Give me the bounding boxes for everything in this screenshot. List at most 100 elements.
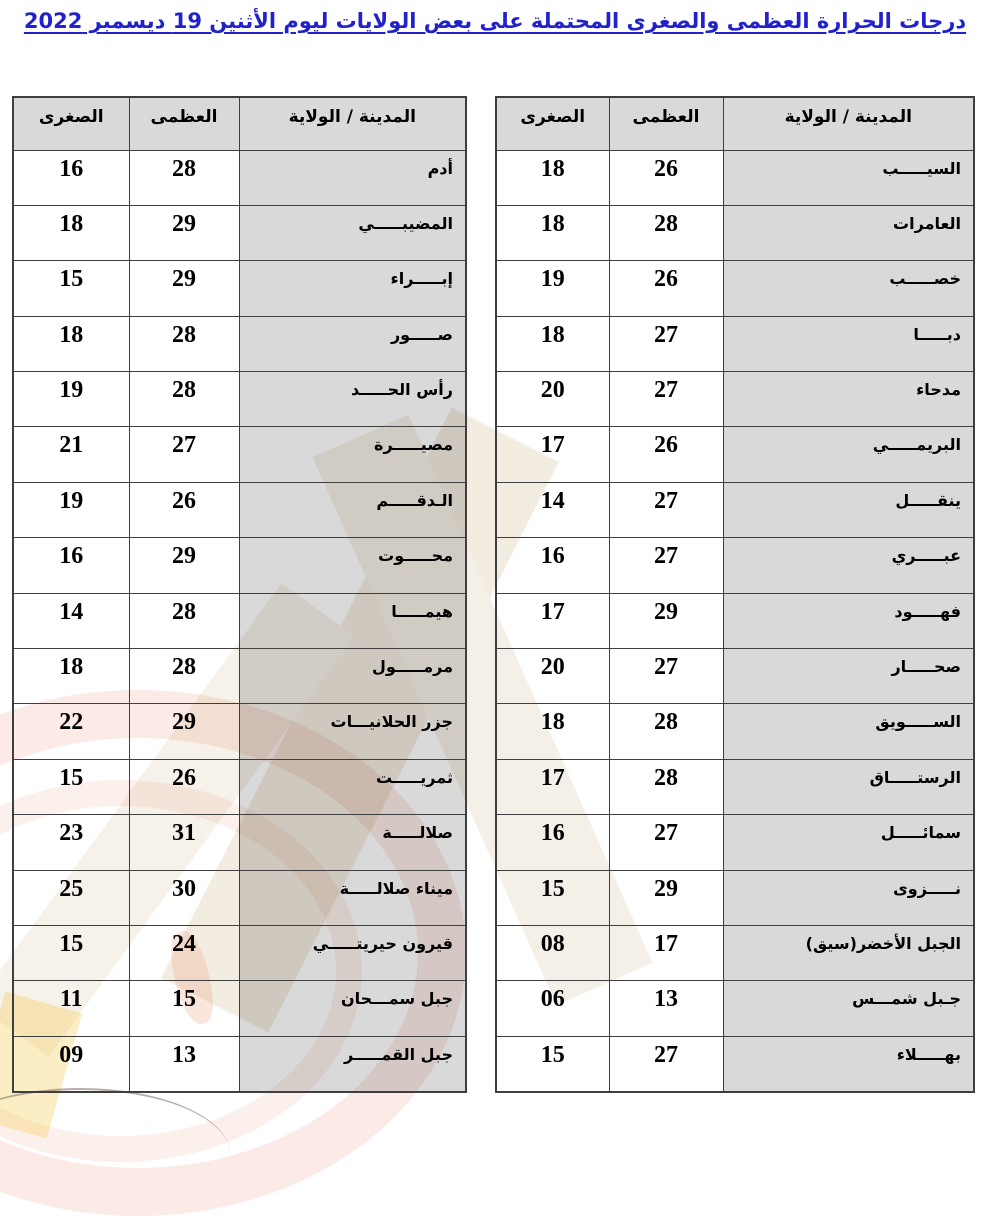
- max-column-header: العظمى: [608, 96, 724, 151]
- table-row: الرستـــــاق 28 17: [495, 758, 975, 816]
- city-cell: أدم: [238, 149, 467, 206]
- min-temp-cell: 18: [495, 149, 610, 206]
- max-temp-cell: 28: [128, 648, 240, 705]
- table-row: الـدقـــــم 26 19: [12, 481, 467, 539]
- max-temp-cell: 29: [608, 869, 724, 926]
- max-temp-cell: 17: [608, 924, 724, 982]
- min-temp-cell: 19: [12, 481, 130, 539]
- city-cell: صحـــــار: [722, 648, 975, 705]
- min-temp-cell: 18: [495, 204, 610, 262]
- city-cell: خصـــــب: [722, 260, 975, 317]
- min-temp-cell: 18: [12, 204, 130, 262]
- min-temp-cell: 16: [12, 537, 130, 594]
- max-temp-cell: 28: [128, 371, 240, 428]
- header-row: المدينة / الولاية العظمى الصغرى: [495, 96, 975, 151]
- min-temp-cell: 14: [495, 481, 610, 539]
- max-temp-cell: 28: [128, 149, 240, 206]
- table-row: خصـــــب 26 19: [495, 260, 975, 317]
- max-temp-cell: 26: [128, 758, 240, 816]
- table-row: البريمـــــي 26 17: [495, 426, 975, 483]
- min-temp-cell: 09: [12, 1035, 130, 1093]
- city-cell: عبـــــري: [722, 537, 975, 594]
- watermark-gray-arc: [0, 1088, 230, 1220]
- max-temp-cell: 24: [128, 924, 240, 982]
- city-cell: صـــــور: [238, 315, 467, 373]
- max-temp-cell: 28: [128, 592, 240, 650]
- max-temp-cell: 29: [128, 703, 240, 760]
- max-temp-cell: 29: [128, 204, 240, 262]
- min-temp-cell: 19: [12, 371, 130, 428]
- city-cell: مصيـــــرة: [238, 426, 467, 483]
- table-row: أدم 28 16: [12, 149, 467, 206]
- city-cell: الرستـــــاق: [722, 758, 975, 816]
- table-body: أدم 28 16 المضيبـــــي 29 18 إبـــــراء 29 15 صــ…: [12, 149, 467, 1093]
- max-temp-cell: 26: [608, 149, 724, 206]
- table-row: نـــــزوى 29 15: [495, 869, 975, 926]
- max-temp-cell: 31: [128, 814, 240, 871]
- min-temp-cell: 17: [495, 426, 610, 483]
- city-cell: الســـــويق: [722, 703, 975, 760]
- city-column-header: المدينة / الولاية: [722, 96, 975, 151]
- max-temp-cell: 29: [128, 260, 240, 317]
- city-cell: هيمـــــا: [238, 592, 467, 650]
- max-temp-cell: 27: [608, 537, 724, 594]
- table-row: فهـــــود 29 17: [495, 592, 975, 650]
- max-temp-cell: 13: [608, 980, 724, 1037]
- min-column-header: الصغرى: [495, 96, 610, 151]
- city-cell: فهـــــود: [722, 592, 975, 650]
- table-row: ينقـــــل 27 14: [495, 481, 975, 539]
- table-row: دبـــــا 27 18: [495, 315, 975, 373]
- table-row: ثمريـــــت 26 15: [12, 758, 467, 816]
- table-row: صحـــــار 27 20: [495, 648, 975, 705]
- min-temp-cell: 06: [495, 980, 610, 1037]
- city-cell: نـــــزوى: [722, 869, 975, 926]
- table-row: صلالـــــة 31 23: [12, 814, 467, 871]
- page-title: درجات الحرارة العظمى والصغرى المحتملة عل…: [23, 9, 967, 33]
- table-row: العامرات 28 18: [495, 204, 975, 262]
- table-row: مصيـــــرة 27 21: [12, 426, 467, 483]
- min-temp-cell: 15: [12, 260, 130, 317]
- header-row: المدينة / الولاية العظمى الصغرى: [12, 96, 467, 151]
- table-row: ميناء صلالـــــة 30 25: [12, 869, 467, 926]
- table-row: صـــــور 28 18: [12, 315, 467, 373]
- city-cell: إبـــــراء: [238, 260, 467, 317]
- min-temp-cell: 17: [495, 592, 610, 650]
- max-temp-cell: 28: [608, 204, 724, 262]
- city-cell: جبل سمـــحان: [238, 980, 467, 1037]
- min-temp-cell: 17: [495, 758, 610, 816]
- min-temp-cell: 23: [12, 814, 130, 871]
- table-body: السيـــــب 26 18 العامرات 28 18 خصـــــب 26 19 دب…: [495, 149, 975, 1093]
- city-cell: مرمـــــول: [238, 648, 467, 705]
- table-row: جزر الحلانيـــات 29 22: [12, 703, 467, 760]
- max-temp-cell: 26: [608, 426, 724, 483]
- min-temp-cell: 15: [495, 869, 610, 926]
- min-temp-cell: 18: [495, 703, 610, 760]
- table-row: بهـــــلاء 27 15: [495, 1035, 975, 1093]
- city-cell: ثمريـــــت: [238, 758, 467, 816]
- city-cell: جبل القمـــــر: [238, 1035, 467, 1093]
- city-cell: الـدقـــــم: [238, 481, 467, 539]
- min-temp-cell: 15: [12, 758, 130, 816]
- min-temp-cell: 08: [495, 924, 610, 982]
- city-column-header: المدينة / الولاية: [238, 96, 467, 151]
- table-row: السيـــــب 26 18: [495, 149, 975, 206]
- max-temp-cell: 30: [128, 869, 240, 926]
- city-cell: جزر الحلانيـــات: [238, 703, 467, 760]
- min-temp-cell: 15: [495, 1035, 610, 1093]
- table-row: مرمـــــول 28 18: [12, 648, 467, 705]
- table-row: جبل القمـــــر 13 09: [12, 1035, 467, 1093]
- city-cell: ميناء صلالـــــة: [238, 869, 467, 926]
- table-row: الجبل الأخضر(سيق) 17 08: [495, 924, 975, 982]
- min-temp-cell: 16: [12, 149, 130, 206]
- max-temp-cell: 26: [608, 260, 724, 317]
- min-temp-cell: 20: [495, 371, 610, 428]
- max-temp-cell: 27: [608, 315, 724, 373]
- min-temp-cell: 15: [12, 924, 130, 982]
- table-row: رأس الحـــــد 28 19: [12, 371, 467, 428]
- city-cell: سمائـــــل: [722, 814, 975, 871]
- table-row: محـــــوت 29 16: [12, 537, 467, 594]
- min-temp-cell: 21: [12, 426, 130, 483]
- city-cell: المضيبـــــي: [238, 204, 467, 262]
- max-temp-cell: 27: [608, 481, 724, 539]
- table-row: جـبل شمـــس 13 06: [495, 980, 975, 1037]
